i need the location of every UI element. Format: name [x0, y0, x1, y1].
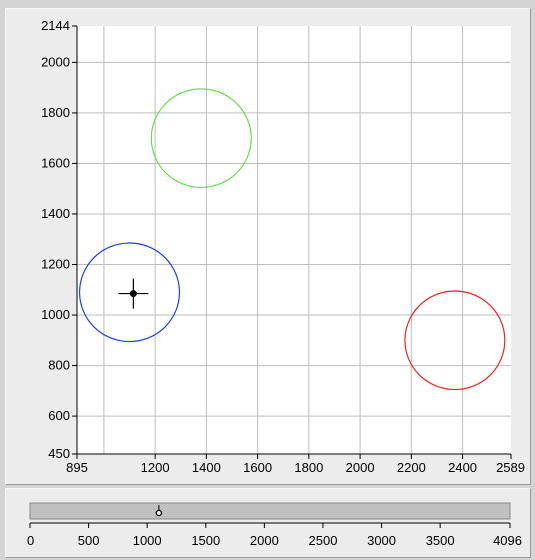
y-tick-label: 600 [48, 408, 70, 423]
blue-circle [78, 242, 181, 343]
x-tick-labels: 895 1200 1400 1600 1800 2000 2200 2400 2589 [66, 454, 525, 475]
slider-tick-label: 500 [78, 533, 100, 548]
y-tick-label: 1200 [41, 257, 70, 272]
slider-tick-labels: 0 500 1000 1500 2000 2500 3000 3500 4096 [27, 523, 522, 548]
x-tick-label: 2200 [397, 460, 426, 475]
x-tick-label: 895 [66, 460, 88, 475]
red-circle [404, 290, 506, 391]
y-tick-label: 1800 [41, 105, 70, 120]
x-tick-label: 1600 [243, 460, 272, 475]
y-tick-label: 2000 [41, 54, 70, 69]
y-tick-label: 1600 [41, 155, 70, 170]
green-circle [150, 88, 252, 189]
y-tick-label: 450 [48, 446, 70, 461]
axes [76, 26, 511, 455]
xy-plot-panel: 2144 2000 1800 1600 1400 1200 1000 800 600 450 89… [5, 8, 531, 485]
x-tick-label: 2000 [346, 460, 375, 475]
y-tick-label: 800 [48, 358, 70, 373]
intensity-slider[interactable]: 0 500 1000 1500 2000 2500 3000 3500 4096 [6, 489, 530, 557]
slider-tick-label: 3000 [367, 533, 396, 548]
x-tick-label: 1200 [141, 460, 170, 475]
slider-tick-label: 1000 [133, 533, 162, 548]
plot-area [77, 26, 511, 454]
slider-thumb[interactable] [155, 505, 163, 517]
intensity-slider-panel: 0 500 1000 1500 2000 2500 3000 3500 4096 [5, 488, 531, 558]
slider-tick-label: 4096 [493, 533, 522, 548]
x-tick-label: 1400 [192, 460, 221, 475]
x-tick-label: 1800 [294, 460, 323, 475]
position-marker [118, 278, 149, 309]
y-tick-label: 1400 [41, 206, 70, 221]
xy-plot: 2144 2000 1800 1600 1400 1200 1000 800 600 450 89… [41, 18, 525, 475]
x-tick-label: 2589 [496, 460, 525, 475]
slider-tick-label: 2000 [250, 533, 279, 548]
x-tick-label: 2400 [448, 460, 477, 475]
slider-tick-label: 0 [27, 533, 34, 548]
slider-tick-label: 2500 [309, 533, 338, 548]
y-tick-label: 1000 [41, 307, 70, 322]
grid [77, 26, 511, 454]
target-circles [78, 88, 506, 391]
slider-tick-label: 1500 [191, 533, 220, 548]
y-tick-labels: 2144 2000 1800 1600 1400 1200 1000 800 600 450 [41, 18, 77, 461]
marker-dot [129, 290, 137, 298]
slider-thumb-knob[interactable] [155, 509, 163, 517]
slider-track[interactable] [29, 502, 511, 520]
y-tick-label: 2144 [41, 18, 70, 33]
slider-tick-label: 3500 [426, 533, 455, 548]
